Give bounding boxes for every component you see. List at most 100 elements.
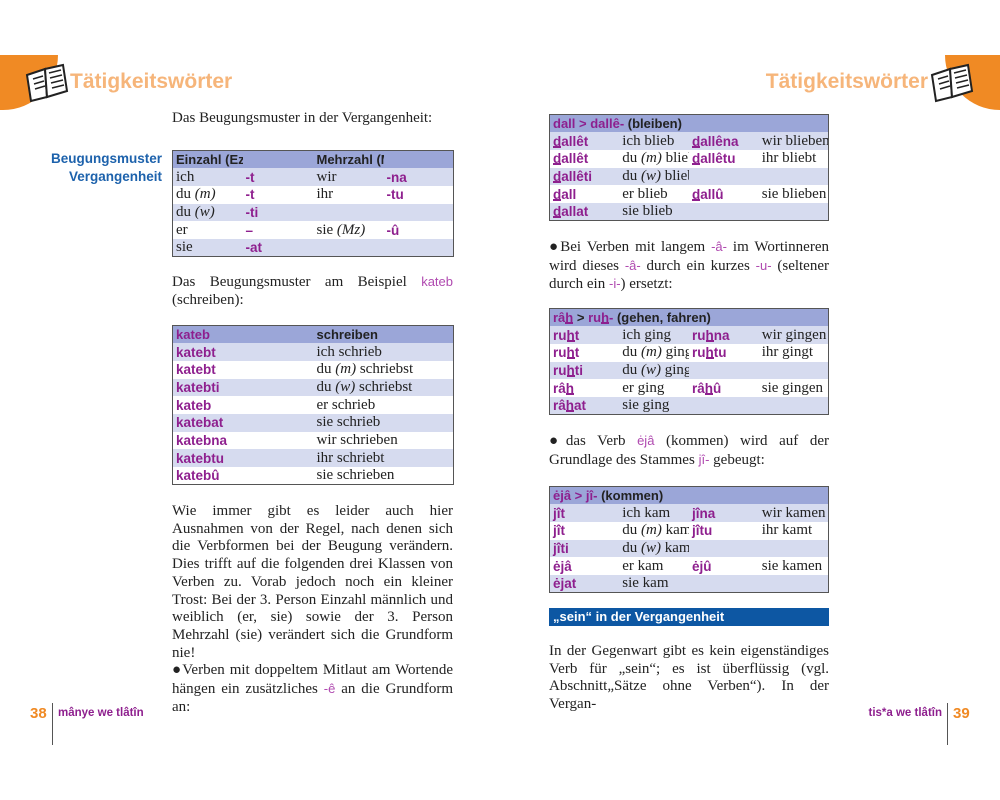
table-cell: wir: [313, 168, 384, 186]
table-cell: er: [176, 221, 188, 238]
text-segment: -i-: [608, 276, 621, 292]
verb-form: ruhna: [692, 327, 730, 343]
table-cell: [758, 361, 829, 380]
text-segment: jî-: [698, 451, 710, 467]
table-cell: râh: [550, 379, 620, 397]
verb-form: râh: [553, 380, 575, 396]
verb-form: ruht: [553, 345, 580, 361]
table-row: dallêt ich blieb dallêna wir blieben: [549, 132, 829, 150]
table-cell: râhat: [549, 396, 620, 415]
table-cell: du (w) kamst: [619, 539, 689, 558]
text-segment: durch ein kurzes: [640, 257, 756, 274]
text-segment: ●Bei Verben mit langem: [549, 239, 712, 255]
table-cell: er ging: [622, 379, 665, 396]
table-cell: ihr gingt: [761, 344, 813, 361]
table-row: dallêti du (w) bliebst: [549, 167, 829, 186]
text-segment: (kommen) wird auf der Grundlage des Stam…: [549, 433, 829, 468]
text-segment: ) ersetzt:: [620, 276, 673, 293]
table-cell: dallêna: [689, 132, 759, 150]
text-segment: kateb: [421, 274, 453, 289]
table-cell: [689, 167, 759, 186]
intro-text: Das Beugungsmuster in der Vergangenheit:: [172, 110, 433, 126]
header-segment: >: [573, 310, 589, 326]
table-cell: wir blieben: [758, 132, 829, 150]
exceptions-paragraph: Wie immer gibt es leider auch hier Ausna…: [172, 503, 453, 662]
verb-form: ruhtu: [692, 345, 727, 361]
header-segment: dall > dallê-: [553, 116, 625, 132]
table-row: ruhti du (w) gingst: [549, 361, 829, 380]
table-cell: du (w): [172, 203, 243, 222]
table-row: ich -t wir -na: [172, 168, 454, 186]
table-header-cell: dall > dallê- (bleiben): [549, 114, 829, 133]
table-cell: ich schrieb: [313, 343, 454, 361]
table-row: katebti du (w) schriebst: [172, 378, 454, 397]
header-segment: (bleiben): [624, 116, 682, 132]
table-row: du (w) -ti: [172, 203, 454, 222]
table-cell: ruhtu: [689, 344, 759, 362]
text-segment: -â-: [624, 257, 641, 273]
table-cell: dallû: [689, 185, 759, 203]
table-header-row: kateb schreiben: [172, 325, 454, 344]
table-cell: sie gingen: [761, 379, 823, 396]
table-cell: -ti: [242, 203, 314, 222]
bullet-long-a: ●Bei Verben mit langem -â- im Wortinnere…: [549, 238, 829, 294]
table-cell: katebti: [172, 378, 314, 397]
table-cell: du (m): [176, 186, 216, 203]
table-cell: ruhti: [549, 361, 620, 380]
table-header-cell: schreiben: [313, 325, 454, 344]
table-cell: dallêtu: [689, 150, 759, 168]
table-cell: du (w) schriebst: [313, 378, 454, 397]
table-cell: dallêt: [550, 150, 620, 168]
table-row: katebat sie schrieb: [172, 413, 454, 432]
page-number-right: 39: [953, 705, 970, 722]
text-segment: an die Grundform an:: [172, 681, 454, 715]
table-cell: er schrieb: [316, 396, 376, 413]
table-cell: [689, 539, 759, 558]
table-header-row: ėjâ > jî- (kommen): [549, 486, 829, 505]
table-cell: -t: [245, 187, 255, 203]
table-cell: [758, 396, 829, 415]
table-cell: sie kamen: [761, 557, 823, 574]
sein-paragraph: In der Gegenwart gibt es kein eigenständ…: [549, 643, 829, 714]
table-cell: ich kam: [619, 504, 689, 522]
header-segment: ruh-: [588, 310, 614, 326]
table-header-cell: Mehrzahl (Mz): [313, 150, 384, 169]
table-cell: jît: [549, 504, 620, 522]
verb-form: râhat: [553, 398, 587, 414]
table-row: ruht du (m) gingstruhtu ihr gingt: [550, 344, 829, 362]
footer-divider: [52, 703, 53, 745]
table-cell: sie kam: [619, 574, 689, 593]
table-cell: du (m) schriebst: [316, 361, 414, 378]
footer-divider: [947, 703, 948, 745]
table-cell: ėjâ: [553, 558, 572, 574]
table-row: du (m) -t ihr -tu: [173, 186, 454, 204]
table-row: jît ich kam jîna wir kamen: [549, 504, 829, 522]
verb-form: râhû: [692, 380, 722, 396]
table-header-cell: [242, 150, 314, 169]
table-cell: katebna: [176, 432, 228, 448]
table-row: jît du (m) kamstjîtu ihr kamt: [550, 522, 829, 540]
table-cell: ich ging: [619, 326, 689, 344]
table-cell: ėjat: [549, 574, 620, 593]
table-cell: [689, 361, 759, 380]
bullet-double-consonant: ●Verben mit doppeltem Mitlaut am Wortend…: [172, 662, 453, 716]
table-cell: sie ging: [619, 396, 689, 415]
verb-form: dallêti: [553, 168, 593, 184]
table-cell: katebat: [172, 413, 314, 432]
verb-form: ruht: [553, 327, 580, 343]
table-cell: wir kamen: [758, 504, 829, 522]
table-row: katebtu ihr schriebt: [172, 449, 454, 467]
table-cell: ihr bliebt: [761, 150, 817, 167]
table-cell: jîna: [689, 504, 759, 522]
left-text-flow: Wie immer gibt es leider auch hier Ausna…: [172, 503, 453, 716]
table-cell: katebtu: [172, 449, 314, 467]
table-cell: –: [245, 222, 254, 238]
table-header-row: râh > ruh- (gehen, fahren): [549, 308, 829, 327]
table-row: katebt ich schrieb: [172, 343, 454, 361]
table-cell: sie schrieben: [316, 467, 395, 484]
table-row: katebna wir schrieben: [173, 432, 454, 450]
verb-form: dallû: [692, 186, 724, 202]
table-cell: jît: [553, 523, 565, 539]
table-cell: ėjû: [692, 558, 712, 574]
